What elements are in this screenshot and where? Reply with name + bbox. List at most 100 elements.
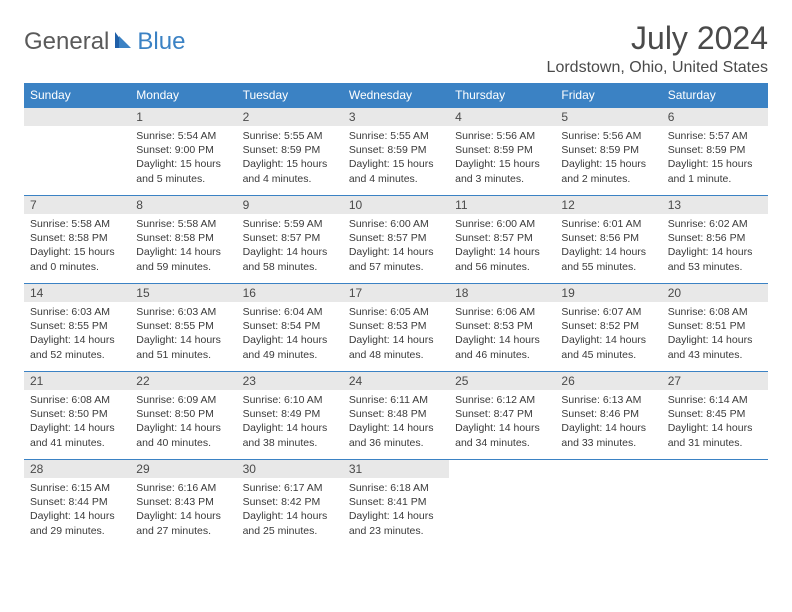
sunrise-text: Sunrise: 6:09 AM [136,393,230,407]
daylight-text-1: Daylight: 14 hours [561,333,655,347]
calendar-day-cell: 2Sunrise: 5:55 AMSunset: 8:59 PMDaylight… [237,108,343,196]
daylight-text-2: and 57 minutes. [349,260,443,274]
sunset-text: Sunset: 8:49 PM [243,407,337,421]
sunset-text: Sunset: 8:47 PM [455,407,549,421]
sunset-text: Sunset: 8:46 PM [561,407,655,421]
weekday-header: Friday [555,83,661,108]
day-details: Sunrise: 6:18 AMSunset: 8:41 PMDaylight:… [343,478,449,544]
day-number: 27 [662,372,768,390]
daylight-text-2: and 43 minutes. [668,348,762,362]
day-details: Sunrise: 6:13 AMSunset: 8:46 PMDaylight:… [555,390,661,456]
sunset-text: Sunset: 8:57 PM [243,231,337,245]
weekday-header: Monday [130,83,236,108]
sunrise-text: Sunrise: 6:14 AM [668,393,762,407]
daylight-text-1: Daylight: 15 hours [136,157,230,171]
daylight-text-1: Daylight: 15 hours [243,157,337,171]
calendar-table: SundayMondayTuesdayWednesdayThursdayFrid… [24,83,768,548]
calendar-day-cell: 10Sunrise: 6:00 AMSunset: 8:57 PMDayligh… [343,196,449,284]
day-details: Sunrise: 6:14 AMSunset: 8:45 PMDaylight:… [662,390,768,456]
day-details: Sunrise: 5:57 AMSunset: 8:59 PMDaylight:… [662,126,768,192]
weekday-header: Tuesday [237,83,343,108]
sunset-text: Sunset: 8:59 PM [455,143,549,157]
day-details: Sunrise: 5:56 AMSunset: 8:59 PMDaylight:… [555,126,661,192]
day-number: 12 [555,196,661,214]
sunrise-text: Sunrise: 6:03 AM [30,305,124,319]
sunset-text: Sunset: 8:51 PM [668,319,762,333]
calendar-day-cell: 26Sunrise: 6:13 AMSunset: 8:46 PMDayligh… [555,372,661,460]
calendar-day-cell: 27Sunrise: 6:14 AMSunset: 8:45 PMDayligh… [662,372,768,460]
calendar-day-cell: 30Sunrise: 6:17 AMSunset: 8:42 PMDayligh… [237,460,343,548]
daylight-text-1: Daylight: 15 hours [349,157,443,171]
calendar-day-cell: 22Sunrise: 6:09 AMSunset: 8:50 PMDayligh… [130,372,236,460]
day-number: 18 [449,284,555,302]
daylight-text-2: and 45 minutes. [561,348,655,362]
sunset-text: Sunset: 8:53 PM [349,319,443,333]
sunrise-text: Sunrise: 6:02 AM [668,217,762,231]
daylight-text-2: and 4 minutes. [243,172,337,186]
sunrise-text: Sunrise: 6:15 AM [30,481,124,495]
calendar-day-cell: 21Sunrise: 6:08 AMSunset: 8:50 PMDayligh… [24,372,130,460]
calendar-day-cell: 11Sunrise: 6:00 AMSunset: 8:57 PMDayligh… [449,196,555,284]
daylight-text-1: Daylight: 14 hours [136,333,230,347]
daylight-text-1: Daylight: 14 hours [243,245,337,259]
daylight-text-1: Daylight: 14 hours [455,245,549,259]
day-details: Sunrise: 5:58 AMSunset: 8:58 PMDaylight:… [24,214,130,280]
daylight-text-2: and 5 minutes. [136,172,230,186]
daylight-text-2: and 1 minute. [668,172,762,186]
day-number: 7 [24,196,130,214]
sunset-text: Sunset: 8:53 PM [455,319,549,333]
sunrise-text: Sunrise: 6:08 AM [668,305,762,319]
calendar-header-row: SundayMondayTuesdayWednesdayThursdayFrid… [24,83,768,108]
daylight-text-2: and 29 minutes. [30,524,124,538]
sunset-text: Sunset: 8:58 PM [30,231,124,245]
calendar-day-cell: 4Sunrise: 5:56 AMSunset: 8:59 PMDaylight… [449,108,555,196]
sunrise-text: Sunrise: 6:03 AM [136,305,230,319]
daylight-text-2: and 56 minutes. [455,260,549,274]
calendar-week-row: 14Sunrise: 6:03 AMSunset: 8:55 PMDayligh… [24,284,768,372]
calendar-day-cell: 17Sunrise: 6:05 AMSunset: 8:53 PMDayligh… [343,284,449,372]
daylight-text-1: Daylight: 14 hours [30,333,124,347]
calendar-day-cell: 15Sunrise: 6:03 AMSunset: 8:55 PMDayligh… [130,284,236,372]
sunset-text: Sunset: 9:00 PM [136,143,230,157]
calendar-day-cell: 13Sunrise: 6:02 AMSunset: 8:56 PMDayligh… [662,196,768,284]
day-details: Sunrise: 6:05 AMSunset: 8:53 PMDaylight:… [343,302,449,368]
day-details: Sunrise: 5:54 AMSunset: 9:00 PMDaylight:… [130,126,236,192]
calendar-day-cell: 14Sunrise: 6:03 AMSunset: 8:55 PMDayligh… [24,284,130,372]
daylight-text-1: Daylight: 14 hours [243,509,337,523]
sunset-text: Sunset: 8:50 PM [30,407,124,421]
sunset-text: Sunset: 8:59 PM [561,143,655,157]
sunset-text: Sunset: 8:56 PM [561,231,655,245]
sunrise-text: Sunrise: 6:10 AM [243,393,337,407]
sunrise-text: Sunrise: 6:13 AM [561,393,655,407]
daylight-text-1: Daylight: 14 hours [349,509,443,523]
sunrise-text: Sunrise: 5:58 AM [30,217,124,231]
weekday-header: Thursday [449,83,555,108]
sunrise-text: Sunrise: 5:57 AM [668,129,762,143]
sunrise-text: Sunrise: 6:00 AM [349,217,443,231]
daylight-text-2: and 4 minutes. [349,172,443,186]
daylight-text-1: Daylight: 14 hours [455,421,549,435]
sunset-text: Sunset: 8:57 PM [349,231,443,245]
sunrise-text: Sunrise: 6:07 AM [561,305,655,319]
day-details: Sunrise: 6:12 AMSunset: 8:47 PMDaylight:… [449,390,555,456]
daylight-text-1: Daylight: 14 hours [243,421,337,435]
sunset-text: Sunset: 8:41 PM [349,495,443,509]
daylight-text-2: and 3 minutes. [455,172,549,186]
day-number: 14 [24,284,130,302]
daylight-text-2: and 0 minutes. [30,260,124,274]
day-details: Sunrise: 6:01 AMSunset: 8:56 PMDaylight:… [555,214,661,280]
sunrise-text: Sunrise: 5:55 AM [349,129,443,143]
daylight-text-2: and 25 minutes. [243,524,337,538]
calendar-empty-cell [449,460,555,548]
calendar-week-row: 28Sunrise: 6:15 AMSunset: 8:44 PMDayligh… [24,460,768,548]
daylight-text-2: and 51 minutes. [136,348,230,362]
daylight-text-2: and 31 minutes. [668,436,762,450]
day-number [662,460,768,478]
daylight-text-1: Daylight: 15 hours [455,157,549,171]
calendar-day-cell: 1Sunrise: 5:54 AMSunset: 9:00 PMDaylight… [130,108,236,196]
day-number: 23 [237,372,343,390]
day-number: 25 [449,372,555,390]
calendar-day-cell: 3Sunrise: 5:55 AMSunset: 8:59 PMDaylight… [343,108,449,196]
day-number: 20 [662,284,768,302]
daylight-text-2: and 58 minutes. [243,260,337,274]
